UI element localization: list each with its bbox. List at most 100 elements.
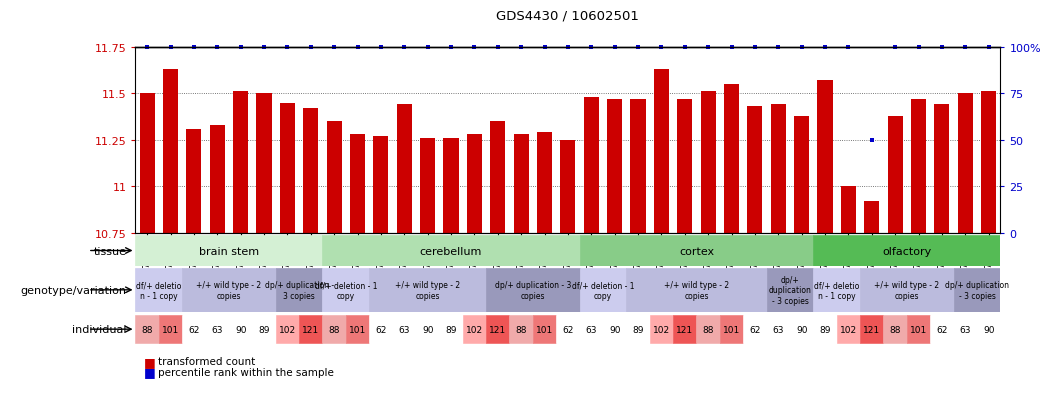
Bar (135, 316, 158, 343)
Bar (860, 268, 953, 312)
Bar (977, 316, 1000, 343)
Bar (953, 268, 1000, 312)
Bar (626, 316, 650, 343)
Text: 90: 90 (609, 325, 620, 334)
Text: df/+ deletion - 1
copy: df/+ deletion - 1 copy (315, 280, 377, 300)
Bar (467, 135, 482, 233)
Bar (416, 316, 440, 343)
Text: 89: 89 (445, 325, 456, 334)
Bar (556, 316, 579, 343)
Bar (233, 92, 248, 233)
Bar (135, 268, 182, 312)
Bar (350, 135, 365, 233)
Bar (814, 316, 837, 343)
Text: 90: 90 (983, 325, 994, 334)
Bar (579, 316, 603, 343)
Text: 101: 101 (723, 325, 740, 334)
Bar (486, 268, 579, 312)
Text: 89: 89 (258, 325, 270, 334)
Bar (397, 105, 412, 233)
Bar (953, 316, 977, 343)
Text: 90: 90 (234, 325, 246, 334)
Text: transformed count: transformed count (158, 356, 255, 366)
Bar (607, 100, 622, 233)
Text: 101: 101 (162, 325, 179, 334)
Bar (841, 187, 855, 233)
Text: df/+ deletio
n - 1 copy: df/+ deletio n - 1 copy (137, 280, 181, 300)
Text: 90: 90 (796, 325, 808, 334)
Bar (373, 137, 389, 233)
Bar (163, 70, 178, 233)
Bar (346, 316, 369, 343)
Bar (537, 133, 552, 233)
Text: dp/+ duplication -
3 copies: dp/+ duplication - 3 copies (265, 280, 333, 300)
Bar (369, 268, 486, 312)
Bar (256, 94, 272, 233)
Bar (280, 103, 295, 233)
Bar (393, 316, 416, 343)
Text: olfactory: olfactory (883, 246, 932, 256)
Bar (140, 94, 155, 233)
Text: 88: 88 (702, 325, 714, 334)
Bar (767, 316, 790, 343)
Bar (182, 316, 205, 343)
Text: genotype/variation: genotype/variation (21, 285, 127, 295)
Bar (209, 126, 225, 233)
Text: 62: 62 (563, 325, 573, 334)
Bar (490, 122, 505, 233)
Text: brain stem: brain stem (199, 246, 259, 256)
Bar (299, 316, 322, 343)
Bar (817, 81, 833, 233)
Bar (420, 139, 436, 233)
Text: 88: 88 (890, 325, 901, 334)
Bar (486, 316, 510, 343)
Text: cortex: cortex (679, 246, 714, 256)
Bar (814, 235, 1000, 266)
Bar (322, 268, 369, 312)
Text: 121: 121 (676, 325, 693, 334)
Text: ■: ■ (144, 365, 155, 378)
Bar (626, 268, 767, 312)
Bar (931, 316, 953, 343)
Bar (514, 135, 528, 233)
Text: ■: ■ (144, 355, 155, 368)
Bar (603, 316, 626, 343)
Bar (814, 268, 860, 312)
Text: 102: 102 (840, 325, 857, 334)
Bar (884, 316, 907, 343)
Text: dp/+ duplication
- 3 copies: dp/+ duplication - 3 copies (945, 280, 1009, 300)
Bar (743, 316, 767, 343)
Text: dp/+ duplication - 3
copies: dp/+ duplication - 3 copies (495, 280, 571, 300)
Bar (135, 235, 322, 266)
Text: +/+ wild type - 2
copies: +/+ wild type - 2 copies (664, 280, 729, 300)
Text: 102: 102 (653, 325, 670, 334)
Bar (276, 268, 322, 312)
Bar (677, 100, 692, 233)
Bar (252, 316, 276, 343)
Text: percentile rank within the sample: percentile rank within the sample (158, 367, 334, 377)
Bar (696, 316, 720, 343)
Bar (911, 100, 926, 233)
Bar (326, 122, 342, 233)
Bar (322, 316, 346, 343)
Text: df/+ deletio
n - 1 copy: df/+ deletio n - 1 copy (814, 280, 860, 300)
Bar (790, 316, 814, 343)
Bar (158, 316, 182, 343)
Bar (771, 105, 786, 233)
Bar (187, 129, 201, 233)
Bar (303, 109, 319, 233)
Text: 102: 102 (466, 325, 482, 334)
Bar (510, 316, 532, 343)
Bar (907, 316, 931, 343)
Bar (650, 316, 673, 343)
Text: 62: 62 (749, 325, 761, 334)
Text: 121: 121 (302, 325, 319, 334)
Text: GDS4430 / 10602501: GDS4430 / 10602501 (496, 10, 640, 23)
Bar (182, 268, 276, 312)
Text: 88: 88 (516, 325, 527, 334)
Text: 121: 121 (863, 325, 880, 334)
Bar (532, 316, 556, 343)
Text: tissue: tissue (94, 246, 127, 256)
Bar (767, 268, 814, 312)
Text: 101: 101 (910, 325, 927, 334)
